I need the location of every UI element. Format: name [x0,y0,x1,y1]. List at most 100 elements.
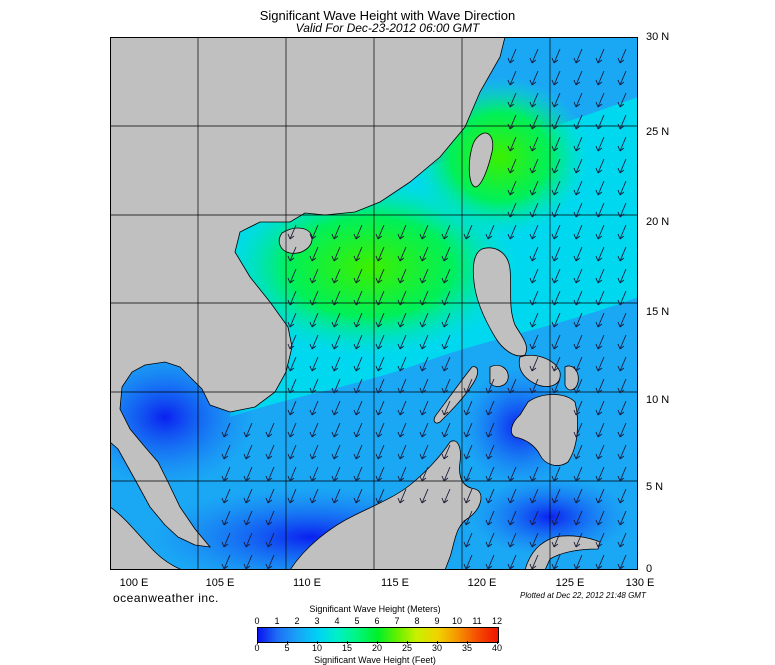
wave-arrow [595,246,605,262]
wave-arrow [617,532,627,548]
wave-arrow [353,488,363,504]
wave-arrow [595,224,605,240]
wave-arrow [309,400,319,416]
wave-arrow [221,488,231,504]
wave-arrow [397,334,407,350]
wave-arrow [551,180,561,196]
wave-arrow [595,554,605,570]
wave-arrow [573,334,583,350]
wave-arrow [397,488,407,504]
wave-arrow [573,290,583,306]
colorbar-feet-tick [347,641,348,644]
wave-arrow [617,554,627,570]
wave-arrow [397,400,407,416]
colorbar-feet-tick-label: 25 [401,643,412,653]
wave-arrow [485,422,495,438]
wave-arrow [617,158,627,174]
wave-arrow [353,312,363,328]
wave-arrow [309,224,319,240]
wave-arrow [243,510,253,526]
wave-arrow [573,488,583,504]
wave-arrow [617,356,627,372]
wave-arrow [287,378,297,394]
wave-arrow [551,488,561,504]
wave-arrow [441,246,451,262]
wave-arrow [441,400,451,416]
wave-arrow [243,488,253,504]
wave-arrow [221,444,231,460]
wave-arrow [529,356,539,372]
wave-arrow [617,466,627,482]
wave-arrow [617,136,627,152]
wave-arrow [529,136,539,152]
wave-arrow [375,224,385,240]
wave-arrow [331,290,341,306]
wave-arrow [463,488,473,504]
wave-arrow [507,466,517,482]
wave-arrow [551,312,561,328]
land-luzon [472,247,527,357]
wave-arrow [551,114,561,130]
wave-arrow [485,444,495,460]
ocean-green-core [220,177,520,357]
colorbar-meter-tick-label: 7 [394,616,400,626]
colorbar-title-meters: Significant Wave Height (Meters) [309,604,441,614]
wave-arrow [551,48,561,64]
wave-arrow [309,378,319,394]
wave-arrow [551,202,561,218]
wave-arrow [551,290,561,306]
land-sulawesi [524,535,601,570]
wave-arrow [287,356,297,372]
wave-arrow [485,532,495,548]
wave-arrow [507,488,517,504]
wave-arrow [243,466,253,482]
colorbar-meter-tick-label: 6 [374,616,380,626]
wave-arrow [573,554,583,570]
wave-arrow [287,488,297,504]
wave-arrow [419,246,429,262]
wave-arrow [419,400,429,416]
wave-arrow [265,510,275,526]
wave-arrow [463,510,473,526]
colorbar-meter-tick-label: 1 [274,616,280,626]
wave-arrow [441,422,451,438]
wave-arrow [397,268,407,284]
colorbar-meter-tick-label: 5 [354,616,360,626]
wave-arrow [617,422,627,438]
map-subtitle: Valid For Dec-23-2012 06:00 GMT [295,21,480,35]
wave-arrow [595,532,605,548]
lon-label-105e: 105 E [205,577,235,589]
lat-label-20n: 20 N [646,216,670,228]
wave-arrow [573,356,583,372]
wave-arrow [595,136,605,152]
lat-label-25n: 25 N [646,126,670,138]
wave-arrow [617,268,627,284]
wave-arrow [463,554,473,570]
colorbar-meter-tick-label: 9 [434,616,440,626]
wave-arrow [221,554,231,570]
wave-arrow [573,92,583,108]
wave-arrow [551,224,561,240]
wave-arrow [617,48,627,64]
wave-arrow [507,378,517,394]
wave-arrow [529,48,539,64]
wave-arrow [595,202,605,218]
wave-arrow [551,510,561,526]
wave-arrow [573,224,583,240]
lat-label-10n: 10 N [646,394,670,406]
lon-label-115e: 115 E [381,577,409,589]
wave-arrow [375,356,385,372]
lon-label-125e: 125 E [555,577,585,589]
wave-arrow [463,466,473,482]
colorbar-meter-tick-label: 3 [314,616,320,626]
wave-arrow [573,510,583,526]
wave-arrow [287,224,297,240]
wave-arrow [573,246,583,262]
wave-arrow [243,422,253,438]
wave-arrow [375,312,385,328]
wave-arrow [617,334,627,350]
wave-arrow [287,334,297,350]
wave-arrow [551,334,561,350]
wave-arrow [265,466,275,482]
wave-arrow [529,268,539,284]
